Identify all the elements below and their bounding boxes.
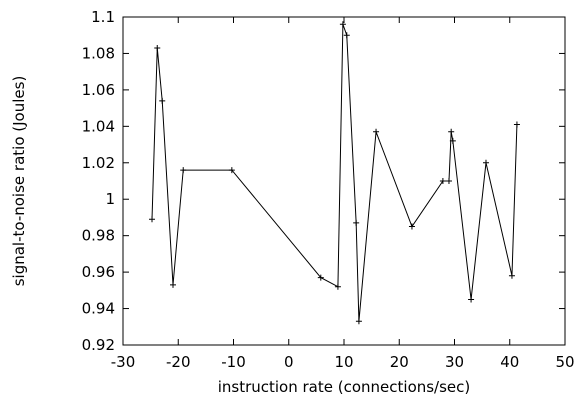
point-marker xyxy=(334,283,341,290)
x-axis-label: instruction rate (connections/sec) xyxy=(218,378,471,396)
x-tick-label: 0 xyxy=(284,353,294,371)
point-marker xyxy=(513,121,520,128)
point-marker xyxy=(468,296,475,303)
point-marker xyxy=(317,274,324,281)
point-marker xyxy=(508,272,515,279)
point-marker xyxy=(228,167,235,174)
x-tick-label: -30 xyxy=(111,353,136,371)
y-tick-label: 1.1 xyxy=(91,8,115,26)
y-tick-label: 1.02 xyxy=(82,154,115,172)
point-marker xyxy=(343,32,350,39)
point-marker xyxy=(180,167,187,174)
y-tick-label: 0.98 xyxy=(82,227,115,245)
point-marker xyxy=(408,223,415,230)
x-tick-label: -10 xyxy=(221,353,246,371)
y-tick-label: 1.04 xyxy=(82,117,115,135)
point-marker xyxy=(373,128,380,135)
x-tick-label: 20 xyxy=(390,353,409,371)
y-tick-label: 1.08 xyxy=(82,44,115,62)
y-tick-label: 1.06 xyxy=(82,81,115,99)
data-line xyxy=(151,24,518,322)
point-marker xyxy=(149,216,156,223)
x-tick-label: 50 xyxy=(555,353,574,371)
point-marker xyxy=(449,137,456,144)
x-tick-label: 40 xyxy=(500,353,519,371)
y-tick-label: 0.96 xyxy=(82,263,115,281)
x-tick-label: 30 xyxy=(445,353,464,371)
point-marker xyxy=(159,97,166,104)
point-marker xyxy=(482,159,489,166)
y-tick-label: 1 xyxy=(105,190,115,208)
plot-frame xyxy=(122,16,566,346)
point-marker xyxy=(445,178,452,184)
point-marker xyxy=(170,281,177,288)
y-axis-label: signal-to-noise ratio (Joules) xyxy=(10,76,28,287)
x-tick-label: -20 xyxy=(166,353,191,371)
y-tick-label: 0.94 xyxy=(82,300,115,318)
y-tick-label: 0.92 xyxy=(82,336,115,354)
point-marker xyxy=(353,219,360,226)
x-tick-label: 10 xyxy=(334,353,353,371)
point-marker xyxy=(154,44,161,51)
point-marker xyxy=(448,128,455,135)
point-marker xyxy=(355,318,362,325)
point-marker xyxy=(439,178,446,184)
point-marker xyxy=(339,21,346,28)
